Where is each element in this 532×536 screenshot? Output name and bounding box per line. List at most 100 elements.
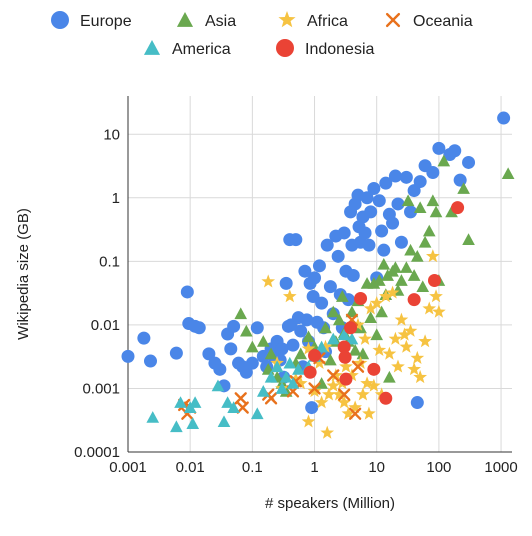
data-point [348, 343, 362, 356]
data-point [354, 292, 368, 306]
data-point [391, 197, 405, 211]
data-point [275, 382, 289, 394]
data-point [256, 335, 270, 347]
series-africa [261, 249, 446, 439]
data-point [400, 261, 413, 273]
data-point [302, 330, 315, 343]
y-tick-label: 0.0001 [74, 444, 120, 461]
data-point [356, 387, 370, 401]
data-point [358, 331, 372, 345]
x-tick-label: 0.1 [242, 459, 263, 476]
legend-label: Africa [307, 13, 348, 30]
data-point [286, 338, 300, 352]
legend-marker [278, 11, 296, 28]
data-point [377, 257, 391, 270]
data-point [367, 362, 381, 376]
data-point [264, 370, 278, 383]
data-point [422, 301, 437, 315]
data-point [462, 233, 475, 245]
data-point [389, 261, 402, 273]
data-point [407, 269, 421, 281]
data-point [143, 354, 157, 368]
data-point [327, 369, 340, 382]
data-point [397, 327, 412, 341]
data-point [221, 396, 234, 408]
x-axis-label: # speakers (Million) [265, 495, 395, 512]
data-point [344, 321, 358, 335]
legend-marker [176, 11, 194, 27]
data-point [403, 323, 418, 337]
data-point [320, 238, 334, 252]
data-point [261, 274, 276, 288]
data-point [282, 289, 297, 303]
x-tick-label: 0.001 [109, 459, 147, 476]
data-point [315, 340, 328, 353]
legend-item-europe: Europe [51, 11, 132, 30]
data-point [372, 342, 387, 357]
data-point [356, 347, 370, 360]
data-point [382, 346, 397, 360]
data-point [345, 368, 359, 382]
data-point [314, 395, 329, 409]
data-point [457, 182, 470, 194]
x-tick-label: 1 [310, 459, 318, 476]
data-point [432, 304, 446, 318]
data-point [322, 387, 336, 401]
data-point [358, 226, 372, 240]
data-point [137, 331, 151, 345]
data-point [377, 243, 391, 257]
data-point [213, 362, 227, 376]
y-tick-label: 10 [103, 126, 120, 143]
data-point [256, 385, 270, 397]
data-point [375, 305, 388, 318]
x-tick-label: 100 [426, 459, 451, 476]
data-point [418, 235, 432, 248]
data-point [385, 285, 400, 299]
data-point [288, 371, 303, 385]
data-point [367, 182, 381, 196]
data-point [224, 342, 238, 356]
data-point [211, 379, 225, 392]
data-point [410, 249, 424, 262]
data-point [399, 170, 413, 184]
data-point [318, 339, 333, 353]
data-points [121, 111, 515, 439]
y-tick-label: 1 [112, 190, 120, 207]
data-point [379, 176, 393, 190]
data-point [401, 194, 415, 207]
data-point [351, 317, 365, 331]
data-point [404, 243, 417, 256]
axes [127, 96, 512, 453]
data-point [422, 224, 436, 237]
data-point [337, 328, 351, 341]
legend-item-america: America [143, 39, 231, 58]
legend-item-indonesia: Indonesia [276, 39, 374, 58]
y-tick-label: 0.1 [99, 253, 120, 270]
data-point [375, 224, 389, 238]
data-point [337, 395, 352, 409]
data-point [413, 370, 428, 384]
data-point [264, 347, 278, 360]
data-point [336, 290, 349, 302]
data-point [298, 264, 312, 278]
data-point [188, 396, 202, 408]
data-point [345, 332, 359, 345]
data-point [448, 144, 462, 158]
data-point [319, 321, 332, 334]
data-point [348, 407, 362, 420]
x-tick-label: 10 [368, 459, 385, 476]
legend-item-oceania: Oceania [385, 12, 473, 30]
data-point [326, 378, 341, 392]
data-point [227, 401, 240, 413]
y-tick-label: 0.001 [82, 380, 120, 397]
data-point [346, 268, 360, 282]
data-point [332, 387, 347, 401]
data-point [362, 238, 376, 252]
legend-marker [276, 39, 294, 57]
data-point [379, 391, 393, 405]
data-point [404, 205, 418, 219]
data-point [305, 401, 319, 415]
data-point [279, 370, 293, 383]
data-point [300, 313, 314, 327]
data-point [279, 276, 293, 290]
